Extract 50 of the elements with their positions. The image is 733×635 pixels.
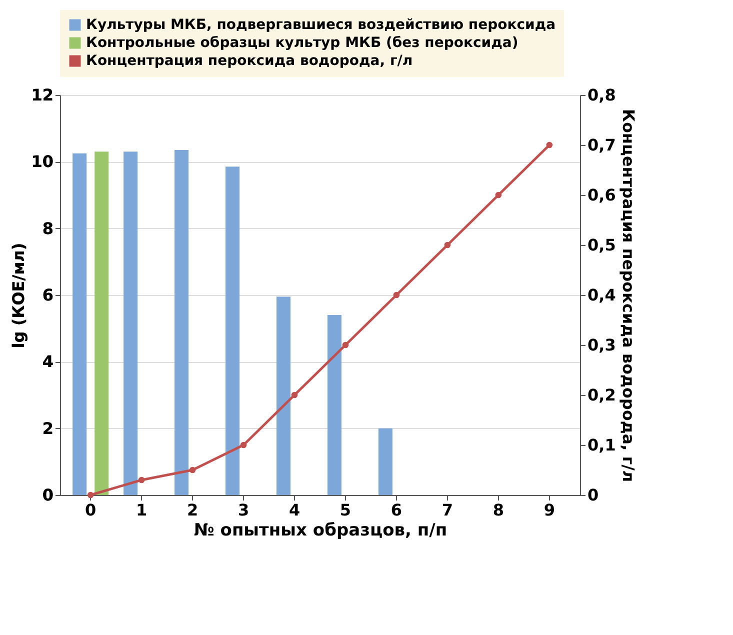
point [138, 476, 145, 484]
y-axis-title: lg (КОЕ/мл) [9, 242, 28, 348]
x-tick-label: 2 [186, 500, 198, 520]
x-tick-label: 6 [390, 500, 402, 520]
x-tick-label: 8 [492, 500, 504, 520]
y-tick-label: 2 [42, 418, 54, 438]
legend-label: Контрольные образцы культур МКБ (без пероксида) [86, 35, 518, 51]
x-axis-title: № опытных образцов, п/п [194, 520, 448, 540]
y2-tick-label: 0,4 [588, 286, 616, 304]
bar [276, 296, 290, 495]
bar [124, 152, 138, 495]
y2-tick-label: 0,6 [588, 186, 616, 204]
legend-label: Концентрация пероксида водорода, г/л [86, 53, 413, 69]
bar [94, 152, 109, 495]
y2-tick-label: 0 [588, 486, 599, 504]
bar [174, 150, 189, 495]
point [495, 192, 502, 198]
y2-tick-label: 0,7 [588, 136, 616, 154]
y2-tick-label: 0,8 [588, 86, 616, 104]
x-tick-label: 3 [238, 500, 250, 520]
y2-tick-label: 0,1 [588, 436, 616, 454]
y2-axis-title: Концентрация пероксида водорода, г/л [618, 108, 638, 482]
x-tick-label: 7 [442, 500, 454, 520]
point [189, 466, 196, 474]
y2-tick-label: 0,5 [588, 236, 616, 254]
x-tick-label: 0 [85, 500, 96, 520]
y-tick-label: 4 [42, 352, 54, 372]
y2-tick-label: 0,3 [588, 336, 616, 354]
point [342, 342, 349, 348]
y2-tick-label: 0,2 [588, 386, 616, 404]
y-tick-label: 12 [31, 86, 54, 104]
x-tick-label: 4 [288, 500, 300, 520]
point [240, 442, 247, 448]
x-tick-label: 1 [136, 500, 148, 520]
y-tick-label: 8 [42, 218, 54, 238]
y-tick-label: 6 [42, 286, 54, 304]
point [393, 292, 400, 298]
bar [226, 166, 240, 495]
bar [72, 153, 87, 495]
x-tick-label: 9 [544, 500, 555, 520]
point [87, 492, 94, 498]
legend-label: Культуры МКБ, подвергавшиеся воздействию пероксида [86, 17, 556, 33]
x-tick-label: 5 [340, 500, 352, 520]
y-tick-label: 10 [31, 152, 54, 172]
point [546, 142, 553, 148]
bar [378, 428, 392, 495]
point [291, 392, 298, 398]
bar [327, 315, 342, 495]
y-tick-label: 0 [42, 486, 54, 504]
point [444, 242, 451, 248]
